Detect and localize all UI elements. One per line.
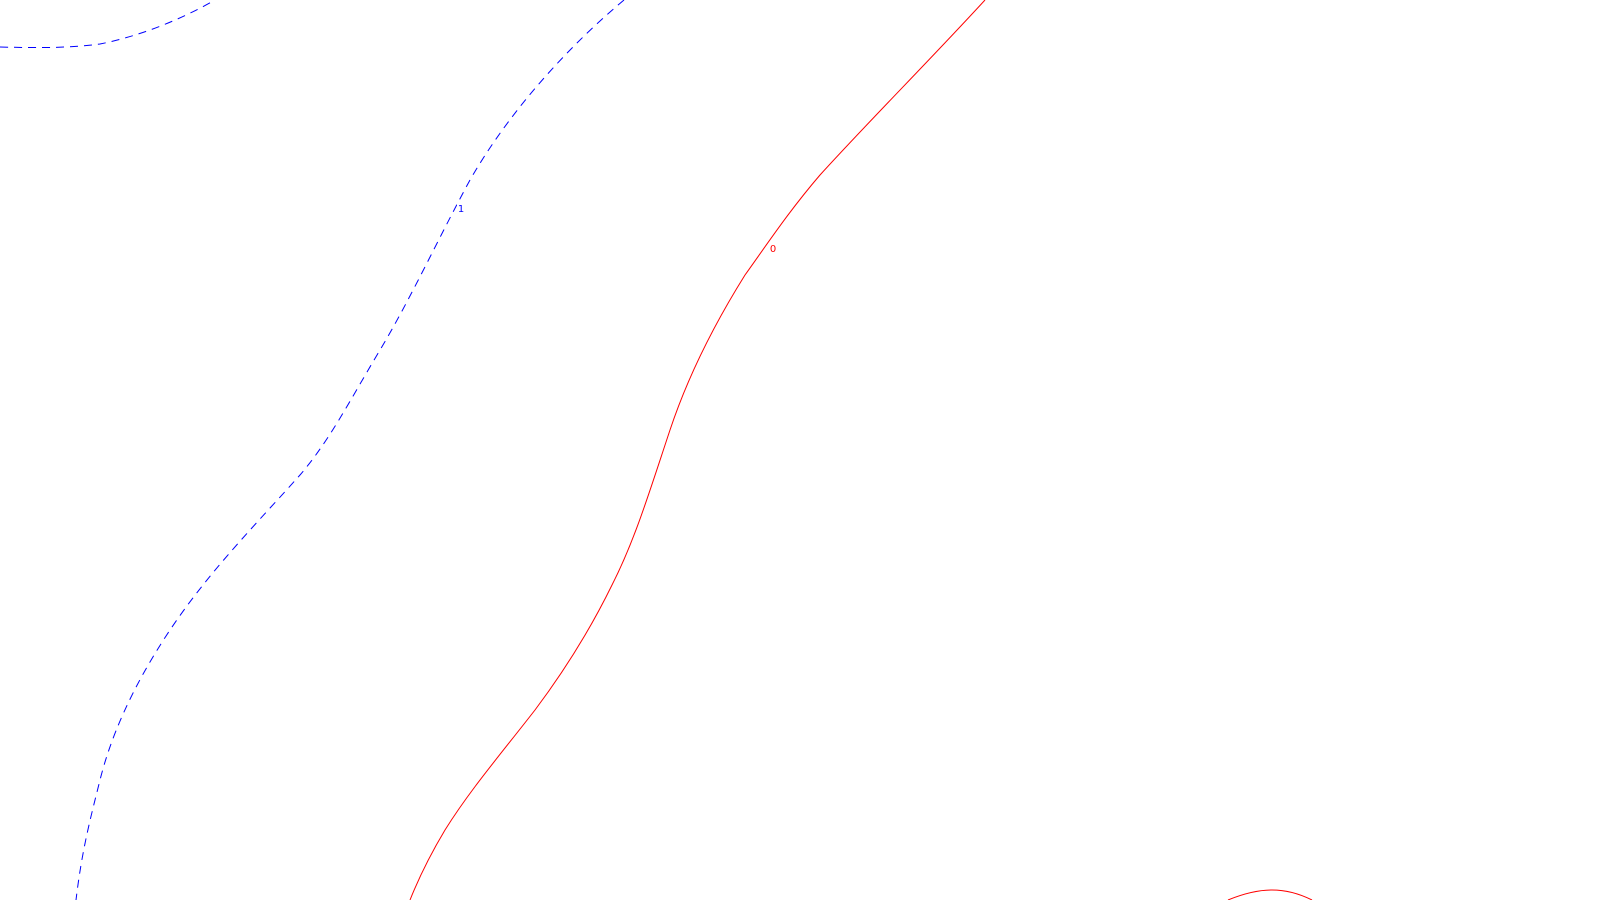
contour-label-0: 0 xyxy=(770,244,776,255)
contour-line-red-arc xyxy=(1227,889,1313,900)
contour-line-blue-dashed-main xyxy=(75,0,625,900)
contour-label-bg-red xyxy=(769,242,778,254)
contour-label-bg-blue xyxy=(457,202,466,214)
contour-line-blue-dashed xyxy=(0,0,216,49)
contour-line-red-main xyxy=(409,0,986,900)
contour-label-1: 1 xyxy=(458,204,464,215)
